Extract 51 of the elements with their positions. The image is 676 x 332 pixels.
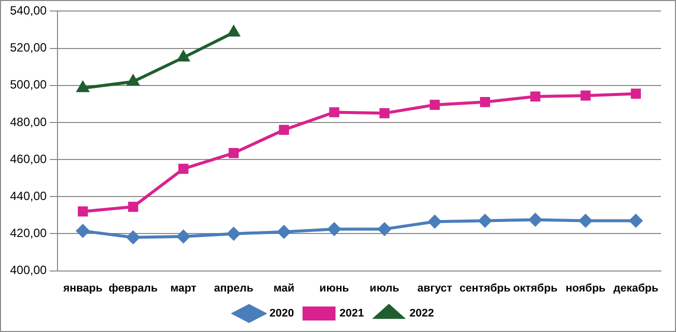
x-tick-label: июнь xyxy=(319,282,350,294)
x-tick-label: декабрь xyxy=(613,282,659,294)
point xyxy=(228,26,240,37)
point xyxy=(228,148,239,158)
y-tick-label: 540,00 xyxy=(10,4,48,18)
y-tick-label: 520,00 xyxy=(10,40,48,55)
x-tick-label: май xyxy=(274,282,294,294)
legend-label: 2020 xyxy=(270,308,294,320)
point xyxy=(227,227,240,240)
point xyxy=(530,91,540,102)
point xyxy=(480,97,490,108)
point xyxy=(178,51,190,62)
legend-label: 2022 xyxy=(409,308,434,320)
y-tick-label: 440,00 xyxy=(10,188,48,203)
point xyxy=(77,82,89,92)
point xyxy=(328,222,341,236)
point xyxy=(528,213,542,226)
legend-label: 2021 xyxy=(340,308,364,320)
point xyxy=(178,164,188,174)
point xyxy=(478,214,492,228)
point xyxy=(127,75,139,86)
point xyxy=(428,215,442,228)
point xyxy=(76,224,90,238)
x-tick-label: апрель xyxy=(214,282,254,294)
x-tick-label: ноябрь xyxy=(566,282,606,294)
point xyxy=(430,100,440,110)
y-tick-label: 460,00 xyxy=(10,152,48,166)
x-tick-label: март xyxy=(170,282,198,294)
point xyxy=(78,206,88,216)
point xyxy=(378,222,391,236)
x-tick-label: январь xyxy=(63,282,103,294)
point xyxy=(629,214,642,228)
point xyxy=(329,107,340,118)
x-tick-label: октябрь xyxy=(513,282,558,294)
point xyxy=(126,230,140,244)
point xyxy=(630,88,641,99)
y-tick-label: 480,00 xyxy=(10,114,48,129)
point xyxy=(128,202,138,212)
y-tick-label: 420,00 xyxy=(10,226,48,240)
point xyxy=(176,230,190,243)
x-tick-label: июль xyxy=(370,282,400,294)
point xyxy=(278,124,289,135)
y-tick-label: 500,00 xyxy=(10,78,48,92)
x-tick-label: сентябрь xyxy=(460,282,511,294)
x-tick-label: февраль xyxy=(108,282,158,294)
y-tick-label: 400,00 xyxy=(10,263,48,278)
point xyxy=(579,214,592,228)
point xyxy=(277,225,290,238)
point xyxy=(580,90,591,101)
point xyxy=(379,108,390,118)
x-tick-label: август xyxy=(417,282,453,294)
